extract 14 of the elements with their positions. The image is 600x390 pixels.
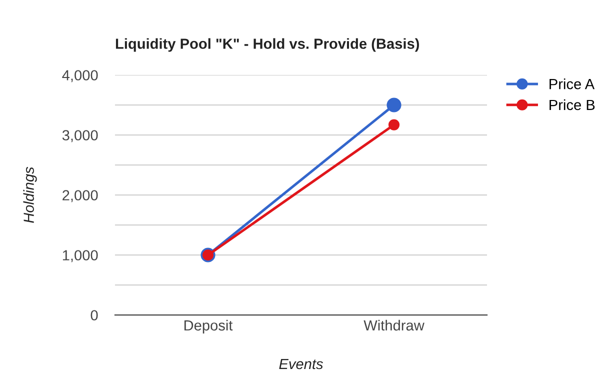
legend-label: Price B xyxy=(550,99,595,110)
y-tick-label: 3,000 xyxy=(62,130,98,142)
x-tick-label: Deposit xyxy=(184,320,233,334)
x-tick-label: Withdraw xyxy=(364,320,424,331)
x-axis-title: Events xyxy=(279,358,323,370)
y-tick-label: 2,000 xyxy=(62,190,98,202)
y-tick-label: 0 xyxy=(90,310,98,320)
point xyxy=(386,98,402,112)
legend-label: Price A xyxy=(550,78,595,90)
chart-title: Liquidity Pool "K" - Hold vs. Provide (Basis) xyxy=(116,38,419,52)
y-tick-label: 4,000 xyxy=(62,70,98,82)
y-axis-title: Holdings xyxy=(23,166,37,223)
y-tick-label: 1,000 xyxy=(62,250,98,262)
point xyxy=(388,119,400,130)
